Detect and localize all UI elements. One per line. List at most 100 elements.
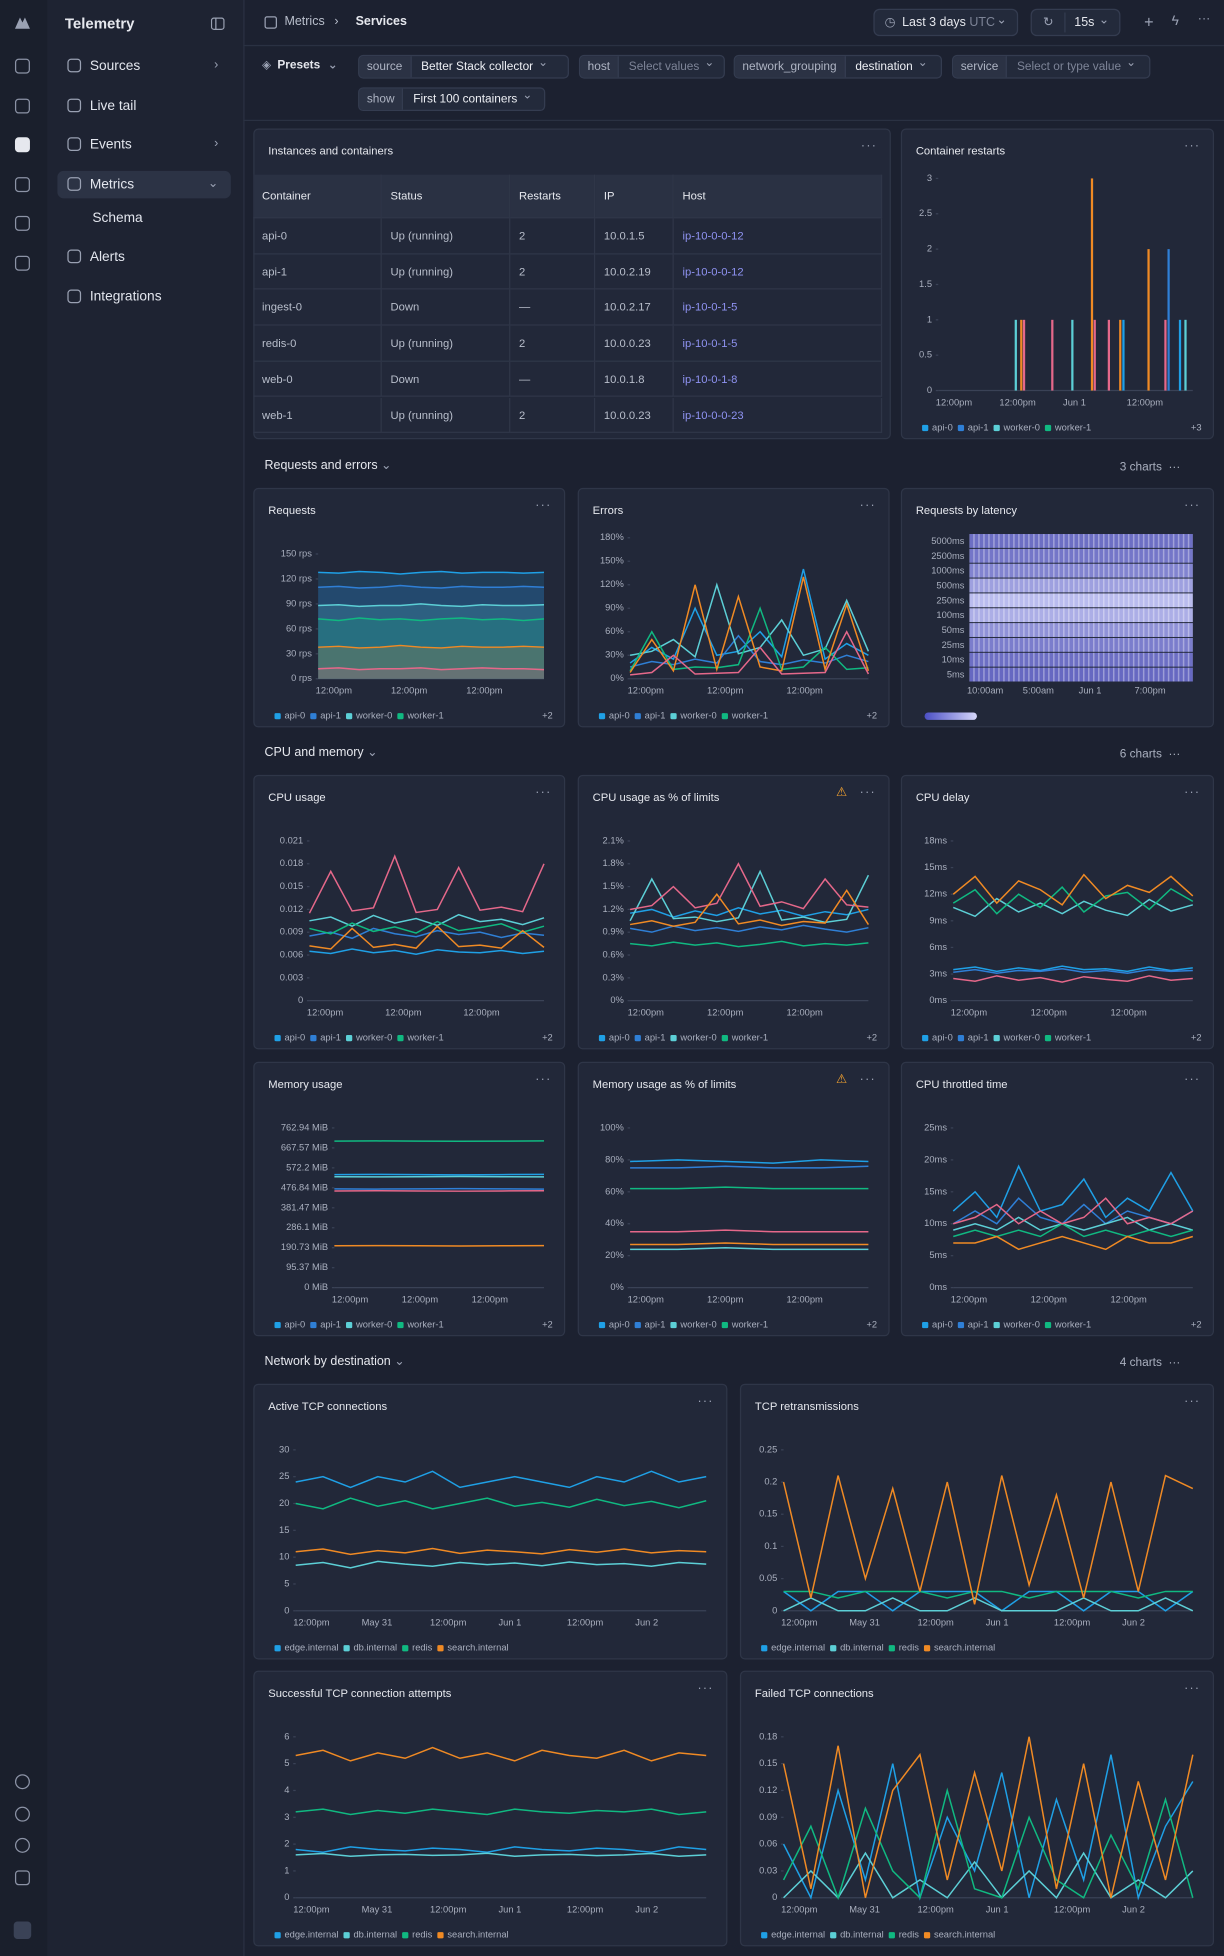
table-cell: ip-10-0-0-12	[673, 218, 883, 255]
filter-chip[interactable]: host Select values	[578, 54, 725, 79]
rail-icon[interactable]	[14, 1837, 30, 1853]
section-label: Network by destination	[264, 1355, 391, 1369]
rail-icon[interactable]	[14, 255, 30, 271]
nav-label: Sources	[89, 58, 141, 74]
panel-menu[interactable]: ···	[697, 1681, 714, 1696]
brand: Telemetry	[64, 14, 135, 33]
chart-panel: Container restarts ···	[900, 128, 1215, 440]
more-button[interactable]: ···	[1197, 12, 1211, 27]
filter-placeholder: Select or type value	[1007, 56, 1144, 77]
panel-menu[interactable]: ···	[1184, 1681, 1201, 1696]
collapse-icon[interactable]	[210, 17, 225, 30]
panel-menu[interactable]: ···	[535, 786, 552, 800]
panel-menu[interactable]: ···	[1184, 499, 1201, 513]
table-cell: Up (running)	[381, 325, 511, 362]
rail-icon[interactable]	[14, 215, 30, 231]
section-title[interactable]: Requests and errors ⌄	[264, 459, 392, 473]
panel-menu[interactable]: ···	[1184, 139, 1201, 154]
panel-menu[interactable]: ···	[697, 1394, 714, 1409]
nav-item[interactable]: Alerts	[57, 243, 230, 270]
table-cell: api-0	[253, 218, 382, 255]
time-range-label: Last 3 days	[902, 16, 966, 30]
rail-icon-active[interactable]	[14, 137, 30, 153]
panel-title: Active TCP connections	[268, 1399, 388, 1413]
panel-menu[interactable]: ···	[859, 786, 876, 800]
panel-title: Failed TCP connections	[754, 1686, 874, 1700]
nav-label: Events	[89, 137, 132, 153]
time-range[interactable]: Last 3 days UTC ◷ ⌄	[873, 8, 1019, 37]
filter-chip[interactable]: network_grouping destination	[733, 54, 943, 79]
panel-menu[interactable]: ···	[1184, 1394, 1201, 1409]
avatar[interactable]	[13, 1921, 32, 1939]
rail-icon[interactable]	[14, 1870, 30, 1886]
panel-title: CPU delay	[915, 791, 970, 804]
table-cell: ip-10-0-0-23	[673, 397, 883, 434]
table-cell: ip-10-0-1-5	[673, 289, 883, 326]
chart-panel: Successful TCP connection attempts ···	[253, 1670, 728, 1947]
nav-label: Integrations	[89, 289, 162, 305]
nav-item[interactable]: Integrations	[57, 283, 230, 310]
bolt-button[interactable]: ϟ	[1171, 13, 1179, 29]
panel-menu[interactable]: ···	[1184, 1073, 1201, 1087]
filter-chip[interactable]: service Select or type value	[952, 54, 1151, 79]
section-count-label: 3 charts	[1119, 460, 1162, 475]
rail-icon[interactable]	[14, 177, 30, 193]
panel-menu[interactable]: ···	[1184, 786, 1201, 800]
nav-subitem[interactable]: Schema	[57, 205, 230, 232]
rail-icon[interactable]	[14, 98, 30, 114]
filter-chip[interactable]: source Better Stack collector	[358, 54, 569, 79]
table-cell: —	[510, 289, 596, 326]
nav-label: Metrics	[89, 177, 135, 193]
presets[interactable]: ◈ Presets ⌄	[262, 58, 338, 73]
table-cell: ip-10-0-0-12	[673, 254, 883, 290]
panel-menu[interactable]: ···	[860, 139, 878, 154]
chart-panel: Requests ···	[253, 487, 566, 728]
table-cell: Down	[381, 361, 511, 398]
rail-icon[interactable]	[14, 58, 30, 74]
chart-panel: Failed TCP connections ···	[739, 1670, 1215, 1947]
panel-menu[interactable]: ···	[535, 1073, 552, 1087]
breadcrumb: Services	[355, 14, 407, 29]
panel-menu[interactable]: ···	[859, 499, 876, 513]
table-header: Host	[673, 174, 883, 219]
section-count-label: 6 charts	[1119, 747, 1162, 762]
chart-panel: Memory usage as % of limits ··· ⚠	[577, 1061, 890, 1337]
nav-item[interactable]: Sources ›	[57, 52, 230, 79]
table-cell: 10.0.1.8	[595, 361, 674, 398]
chart-panel: CPU throttled time ···	[900, 1061, 1215, 1337]
filter-value: destination	[845, 56, 935, 77]
add-button[interactable]: +	[1144, 12, 1154, 32]
table-cell: Up (running)	[381, 218, 511, 255]
table-cell: api-1	[253, 254, 382, 290]
section-title[interactable]: Network by destination ⌄	[264, 1355, 405, 1369]
table-cell: web-1	[253, 397, 382, 434]
breadcrumb[interactable]: Metrics	[284, 14, 325, 29]
panel-menu[interactable]: ···	[535, 499, 552, 513]
chart-panel: Errors ···	[577, 487, 890, 728]
section-title[interactable]: CPU and memory ⌄	[264, 746, 378, 760]
nav-item[interactable]: Live tail	[57, 92, 230, 119]
nav-label: Live tail	[89, 98, 137, 114]
refresh[interactable]: ↻ 15s ⌄	[1030, 8, 1121, 37]
rail-icon[interactable]	[14, 1774, 30, 1790]
table-cell: 2	[510, 254, 596, 290]
nav-item-active[interactable]: Metrics ⌄	[57, 170, 231, 199]
rail-icon[interactable]	[14, 1806, 30, 1822]
panel-menu[interactable]: ···	[859, 1073, 876, 1087]
table-header: IP	[595, 174, 674, 219]
chart-panel: CPU usage as % of limits ··· ⚠	[577, 774, 890, 1050]
nav-item[interactable]: Events ›	[57, 131, 230, 158]
filter-key: host	[580, 56, 619, 78]
section-label: CPU and memory	[264, 746, 364, 760]
section-count-label: 4 charts	[1119, 1356, 1162, 1370]
filter-key: show	[359, 88, 404, 110]
breadcrumb-separator: ›	[334, 14, 339, 29]
divider	[243, 119, 1224, 122]
filter-chip[interactable]: show First 100 containers	[358, 87, 546, 112]
table-header: Status	[381, 174, 511, 219]
table-cell: 10.0.2.19	[595, 254, 674, 290]
table-cell: 2	[510, 218, 596, 255]
filter-placeholder: Select values	[619, 56, 722, 77]
panel-title: Memory usage as % of limits	[592, 1078, 737, 1091]
